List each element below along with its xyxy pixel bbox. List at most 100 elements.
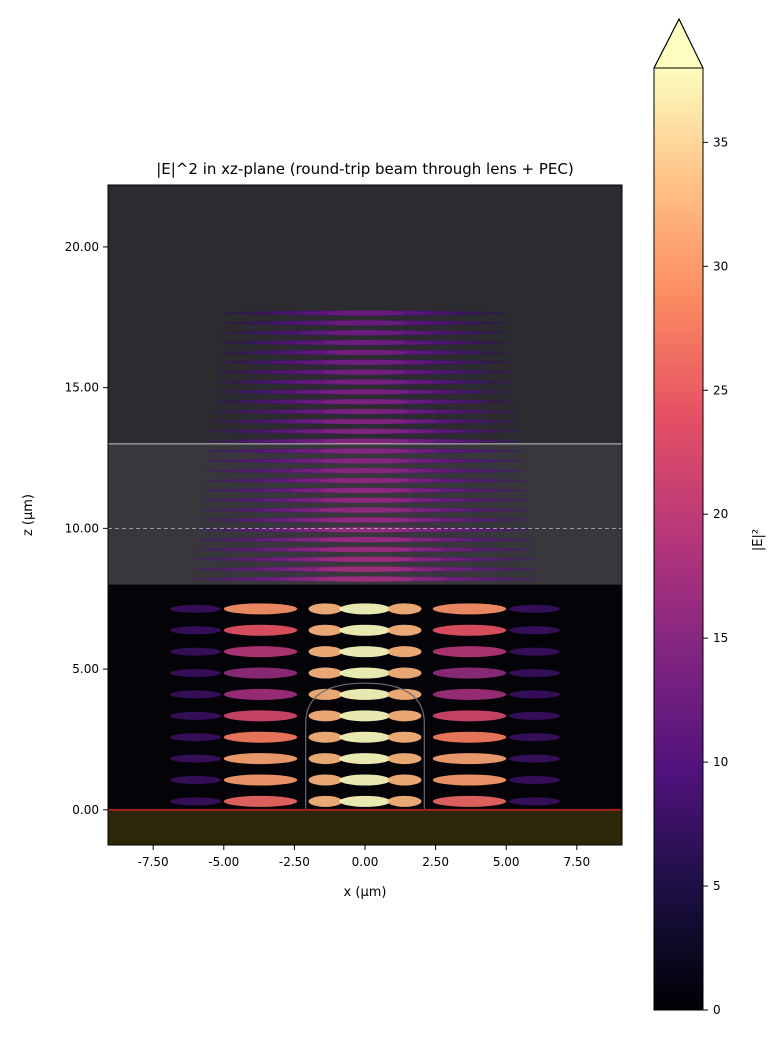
field-lobe: [387, 710, 422, 722]
field-lobe: [308, 624, 343, 636]
field-lobe-outer: [170, 775, 221, 784]
field-lobe: [223, 603, 298, 615]
field-lobe-outer: [170, 797, 221, 806]
y-tick-label: 10.00: [65, 521, 99, 535]
colorbar-ticks: 0 5 10 15 20 25 30 35: [703, 135, 728, 1017]
x-tick-label: 7.50: [563, 855, 590, 869]
field-lobe: [387, 731, 422, 743]
colorbar-tick-label: 5: [713, 879, 721, 893]
colorbar-frame: [653, 17, 704, 1011]
field-lobe: [223, 795, 298, 807]
field-lobe-outer: [170, 647, 221, 656]
field-lobe: [308, 603, 343, 615]
field-lobe: [432, 667, 507, 679]
field-lobe: [387, 774, 422, 786]
colorbar-tick-label: 20: [713, 507, 728, 521]
x-tick-label: -5.00: [208, 855, 239, 869]
fringe-band: [324, 320, 406, 326]
x-tick-label: -7.50: [138, 855, 169, 869]
colorbar-tick-label: 0: [713, 1003, 721, 1017]
x-axis-ticks: -7.50 -5.00 -2.50 0.00 2.50 5.00 7.50: [138, 845, 590, 869]
field-lobe: [223, 731, 298, 743]
fringe-band: [321, 408, 409, 415]
field-lobe: [387, 624, 422, 636]
y-tick-label: 5.00: [72, 662, 99, 676]
fringe-band: [322, 389, 408, 395]
plot-area: [108, 185, 622, 845]
field-lobe-outer: [509, 669, 560, 678]
field-lobe: [387, 753, 422, 765]
field-lobe: [387, 795, 422, 807]
field-lobe: [223, 774, 298, 786]
field-lobe: [432, 688, 507, 700]
colorbar-tick-label: 15: [713, 631, 728, 645]
field-lobe: [223, 710, 298, 722]
fringe-band: [324, 340, 406, 346]
field-lobe: [387, 688, 422, 700]
field-lobe: [339, 603, 391, 615]
field-lobe: [339, 688, 391, 700]
field-lobe-outer: [509, 626, 560, 635]
substrate: [108, 809, 622, 845]
field-lobe-outer: [170, 711, 221, 720]
field-lobe-outer: [509, 604, 560, 613]
colorbar-tick-label: 30: [713, 259, 728, 273]
field-lobe: [339, 795, 391, 807]
y-tick-label: 0.00: [72, 803, 99, 817]
field-lobe: [339, 774, 391, 786]
field-lobe-outer: [509, 775, 560, 784]
field-lobe-outer: [509, 690, 560, 699]
fringe-band: [322, 379, 408, 385]
fringe-band: [325, 310, 405, 316]
fringe-band: [320, 458, 410, 464]
field-lobe: [432, 710, 507, 722]
y-axis-label: z (µm): [21, 494, 36, 536]
x-tick-label: -2.50: [279, 855, 310, 869]
mid-region: [108, 443, 622, 585]
field-lobe: [432, 731, 507, 743]
interference-fringes: [170, 310, 560, 807]
field-lobe: [387, 603, 422, 615]
field-lobe: [223, 688, 298, 700]
field-lobe-outer: [509, 797, 560, 806]
fringe-band: [316, 556, 414, 562]
fringe-band: [321, 418, 409, 425]
fringe-band: [320, 448, 410, 454]
y-tick-label: 20.00: [65, 240, 99, 254]
field-lobe: [308, 795, 343, 807]
field-lobe: [308, 688, 343, 700]
field-lobe: [387, 667, 422, 679]
field-lobe: [339, 667, 391, 679]
fringe-band: [323, 349, 407, 356]
colorbar-tick-label: 10: [713, 755, 728, 769]
colorbar-body: [654, 68, 703, 1010]
fringe-band: [319, 468, 411, 474]
field-lobe-outer: [170, 733, 221, 742]
fringe-band: [321, 428, 409, 434]
fringe-band: [318, 507, 412, 513]
field-lobe: [308, 667, 343, 679]
field-lobe: [223, 753, 298, 765]
field-lobe: [387, 646, 422, 658]
field-lobe: [223, 624, 298, 636]
fringe-band: [316, 566, 414, 572]
field-lobe: [432, 646, 507, 658]
field-lobe: [308, 710, 343, 722]
colorbar: 0 5 10 15 20 25 30 35 |E|²: [653, 17, 766, 1017]
colorbar-tick-label: 35: [713, 135, 728, 149]
fringe-band: [323, 369, 407, 375]
fringe-band: [317, 537, 413, 543]
field-lobe-outer: [170, 690, 221, 699]
fringe-band: [319, 477, 411, 484]
field-lobe: [339, 731, 391, 743]
field-lobe: [308, 753, 343, 765]
fringe-band: [320, 438, 410, 444]
fringe-band: [316, 576, 414, 582]
x-tick-label: 0.00: [352, 855, 379, 869]
fringe-band: [319, 487, 411, 493]
field-lobe: [308, 646, 343, 658]
x-axis-label: x (µm): [344, 885, 387, 900]
field-lobe-outer: [509, 754, 560, 763]
field-lobe: [432, 753, 507, 765]
